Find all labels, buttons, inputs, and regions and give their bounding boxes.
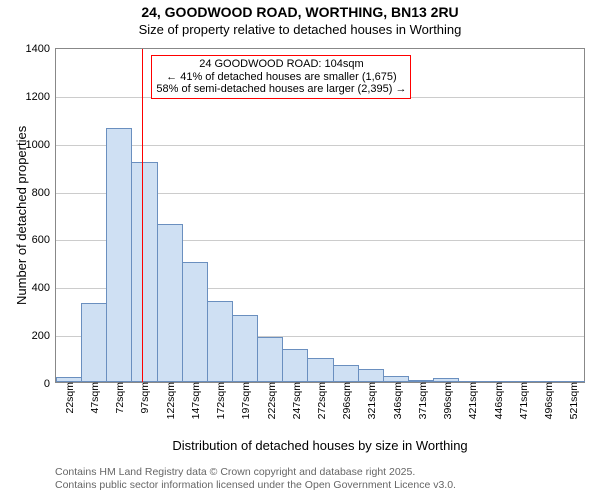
plot-area: 020040060080010001200140022sqm47sqm72sqm… — [55, 48, 585, 383]
histogram-bar — [358, 369, 384, 382]
x-tick-label: 122sqm — [163, 382, 177, 419]
y-tick-label: 0 — [44, 378, 56, 390]
histogram-bar — [207, 301, 233, 382]
histogram-bar — [333, 365, 359, 382]
annotation-line: 24 GOODWOOD ROAD: 104sqm — [156, 58, 406, 71]
x-tick-label: 47sqm — [87, 382, 101, 414]
histogram-bar — [232, 315, 258, 382]
x-tick-label: 321sqm — [364, 382, 378, 419]
y-tick-label: 200 — [32, 330, 56, 342]
y-axis-label: Number of detached properties — [14, 126, 29, 305]
bars-group — [56, 49, 584, 382]
x-tick-label: 296sqm — [339, 382, 353, 419]
title-line1: 24, GOODWOOD ROAD, WORTHING, BN13 2RU — [0, 4, 600, 20]
y-tick-label: 800 — [32, 187, 56, 199]
histogram-bar — [307, 358, 333, 382]
histogram-bar — [157, 224, 183, 382]
histogram-bar — [182, 262, 208, 382]
x-tick-label: 496sqm — [541, 382, 555, 419]
histogram-bar — [282, 349, 308, 383]
x-tick-label: 247sqm — [289, 382, 303, 419]
x-tick-label: 346sqm — [390, 382, 404, 419]
x-tick-label: 147sqm — [188, 382, 202, 419]
histogram-bar — [257, 337, 283, 382]
histogram-bar — [131, 162, 157, 382]
x-tick-label: 22sqm — [62, 382, 76, 414]
title-line2: Size of property relative to detached ho… — [0, 22, 600, 37]
x-tick-label: 197sqm — [238, 382, 252, 419]
x-tick-label: 471sqm — [516, 382, 530, 419]
x-tick-label: 446sqm — [491, 382, 505, 419]
y-tick-label: 600 — [32, 234, 56, 246]
histogram-bar — [81, 303, 107, 382]
x-tick-label: 97sqm — [137, 382, 151, 414]
footer-line2: Contains public sector information licen… — [55, 479, 456, 492]
x-tick-label: 272sqm — [314, 382, 328, 419]
x-tick-label: 222sqm — [264, 382, 278, 419]
y-tick-label: 400 — [32, 282, 56, 294]
x-tick-label: 371sqm — [415, 382, 429, 419]
annotation-line: ← 41% of detached houses are smaller (1,… — [156, 71, 406, 84]
x-tick-label: 172sqm — [213, 382, 227, 419]
footer-line1: Contains HM Land Registry data © Crown c… — [55, 466, 456, 479]
y-tick-label: 1000 — [26, 139, 56, 151]
chart-container: 24, GOODWOOD ROAD, WORTHING, BN13 2RU Si… — [0, 0, 600, 500]
y-tick-label: 1400 — [26, 43, 56, 55]
annotation-box: 24 GOODWOOD ROAD: 104sqm← 41% of detache… — [151, 55, 411, 99]
footer-attribution: Contains HM Land Registry data © Crown c… — [55, 466, 456, 492]
x-tick-label: 421sqm — [465, 382, 479, 419]
x-tick-label: 396sqm — [440, 382, 454, 419]
x-tick-label: 521sqm — [566, 382, 580, 419]
annotation-line: 58% of semi-detached houses are larger (… — [156, 83, 406, 96]
y-tick-label: 1200 — [26, 91, 56, 103]
histogram-bar — [106, 128, 132, 382]
x-tick-label: 72sqm — [112, 382, 126, 414]
x-axis-label: Distribution of detached houses by size … — [55, 438, 585, 453]
reference-line — [142, 49, 143, 382]
